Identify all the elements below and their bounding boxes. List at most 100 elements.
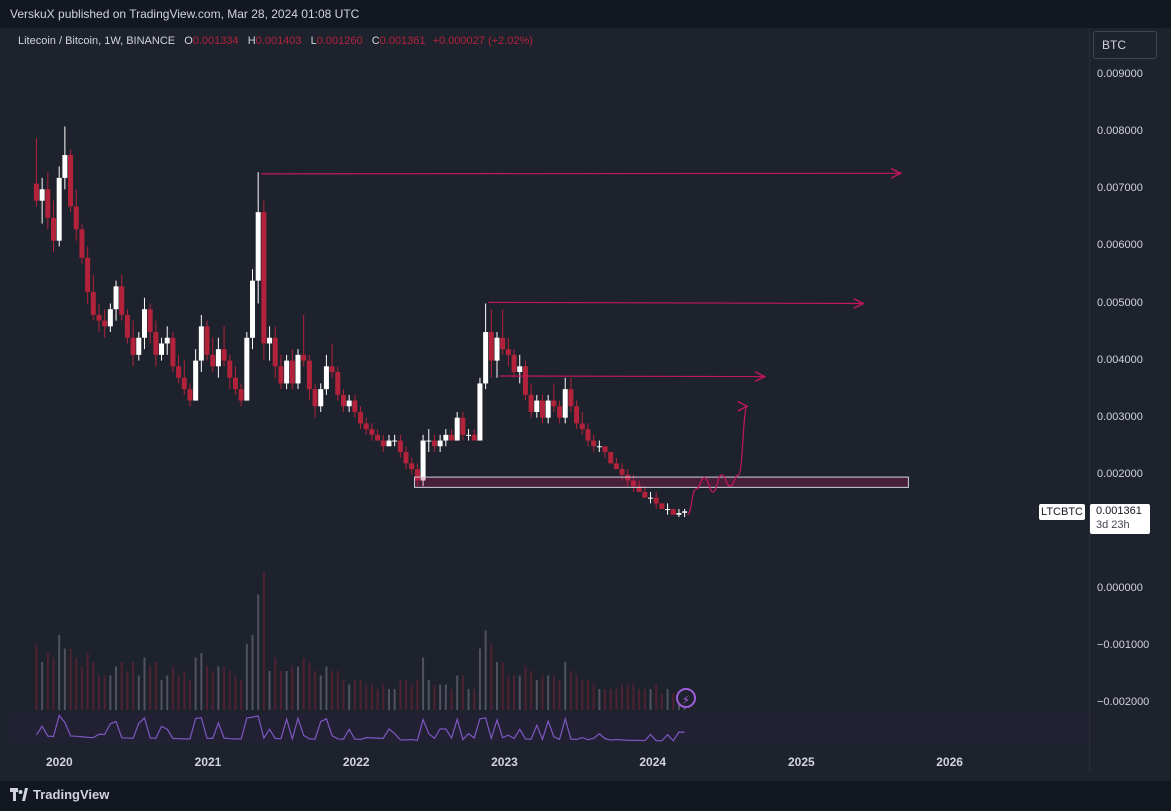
candle-body xyxy=(221,349,227,361)
candle-body xyxy=(602,446,608,452)
volume-bar xyxy=(251,635,254,710)
candle-body xyxy=(102,320,108,327)
candle-body xyxy=(420,440,426,481)
candle-body xyxy=(500,337,506,350)
y-tick-label: 0.002000 xyxy=(1097,467,1143,480)
y-tick-label: 0.006000 xyxy=(1097,239,1143,252)
price-axis[interactable] xyxy=(1089,28,1171,772)
candle-body xyxy=(403,451,409,464)
candle-body xyxy=(392,440,398,442)
candle-body xyxy=(170,337,176,367)
rsi-pane xyxy=(9,713,1089,743)
rsi-line xyxy=(35,714,685,742)
open-key: O xyxy=(184,35,193,47)
volume-bar xyxy=(296,666,299,710)
volume-bar xyxy=(217,666,220,710)
volume-bar xyxy=(433,684,436,710)
volume-bar xyxy=(558,680,561,710)
candle-body xyxy=(79,229,85,258)
volume-bar xyxy=(473,689,476,710)
volume-bar xyxy=(359,680,362,710)
candle-body xyxy=(113,286,119,310)
candle-body xyxy=(630,480,636,487)
volume-bar xyxy=(194,657,197,710)
volume-bar xyxy=(655,684,658,710)
volume-bar xyxy=(632,684,635,710)
candle-body xyxy=(653,497,659,504)
volume-bar xyxy=(75,657,78,710)
volume-bar xyxy=(268,671,271,710)
candle-body xyxy=(159,343,165,355)
volume-bar xyxy=(348,684,351,710)
y-tick-label: 0.004000 xyxy=(1097,353,1143,366)
published-info: VerskuX published on TradingView.com, Ma… xyxy=(10,7,360,21)
candle-body xyxy=(414,469,420,481)
volume-bar xyxy=(626,684,629,710)
candle-body xyxy=(119,286,125,315)
volume-bar xyxy=(291,666,294,710)
volume-bar xyxy=(643,689,646,710)
volume-bar xyxy=(524,666,527,710)
volume-bar xyxy=(69,648,72,710)
x-tick-label: 2021 xyxy=(194,755,222,769)
close-key: C xyxy=(371,35,380,47)
volume-bar xyxy=(308,662,311,710)
volume-bar xyxy=(450,689,453,710)
candle-body xyxy=(107,309,113,327)
candle-body xyxy=(562,389,568,418)
candle-body xyxy=(363,423,369,430)
candle-body xyxy=(62,155,68,178)
candle-body xyxy=(181,377,187,390)
bar-countdown: 3d 23h xyxy=(1096,519,1130,531)
candle-body xyxy=(375,434,381,441)
candle-body xyxy=(369,429,375,435)
candle-body xyxy=(340,394,346,407)
volume-bar xyxy=(439,684,442,710)
candle-body xyxy=(187,389,193,401)
candle-body xyxy=(124,314,130,338)
top-bar: VerskuX published on TradingView.com, Ma… xyxy=(0,0,1171,28)
volume-bar xyxy=(223,666,226,710)
volume-bar xyxy=(211,671,214,710)
resistance-ray xyxy=(499,376,765,377)
candle-body xyxy=(443,434,449,441)
volume-bar xyxy=(325,666,328,710)
low-value: 0.001260 xyxy=(316,35,363,47)
volume-bar xyxy=(177,675,180,710)
candle-body xyxy=(358,411,364,424)
candle-body xyxy=(215,349,221,367)
volume-bar xyxy=(245,644,248,710)
candle-body xyxy=(352,400,358,412)
candle-body xyxy=(545,400,551,418)
low-key: L xyxy=(310,35,317,47)
resistance-ray xyxy=(261,173,901,174)
x-tick-label: 2025 xyxy=(788,755,815,769)
volume-bar xyxy=(200,653,203,710)
y-tick-label: 0.000000 xyxy=(1097,582,1143,594)
volume-bar xyxy=(166,675,169,710)
candle-body xyxy=(642,491,648,498)
volume-bar xyxy=(490,644,493,710)
volume-bar xyxy=(592,684,595,710)
candle-body xyxy=(409,463,415,470)
candle-body xyxy=(73,206,79,230)
volume-bar xyxy=(97,675,100,710)
y-tick-label: 0.007000 xyxy=(1097,182,1143,195)
high-value: 0.001403 xyxy=(255,35,302,47)
candle-body xyxy=(648,497,654,499)
volume-bar xyxy=(126,671,129,710)
volume-bar xyxy=(666,689,669,710)
candle-body xyxy=(164,337,170,344)
candle-body xyxy=(39,189,45,201)
last-price: 0.001361 xyxy=(1096,505,1142,517)
volume-bar xyxy=(530,671,533,710)
candle-body xyxy=(306,360,312,390)
candle-body xyxy=(534,400,540,412)
lightning-icon[interactable]: ⚡ xyxy=(676,688,696,708)
volume-bar xyxy=(444,684,447,710)
currency-button[interactable]: BTC xyxy=(1093,31,1157,59)
y-tick-label: 0.009000 xyxy=(1097,68,1143,81)
y-tick-label: −0.001000 xyxy=(1097,639,1150,652)
symbol-title: Litecoin / Bitcoin, 1W, BINANCE xyxy=(18,35,176,47)
